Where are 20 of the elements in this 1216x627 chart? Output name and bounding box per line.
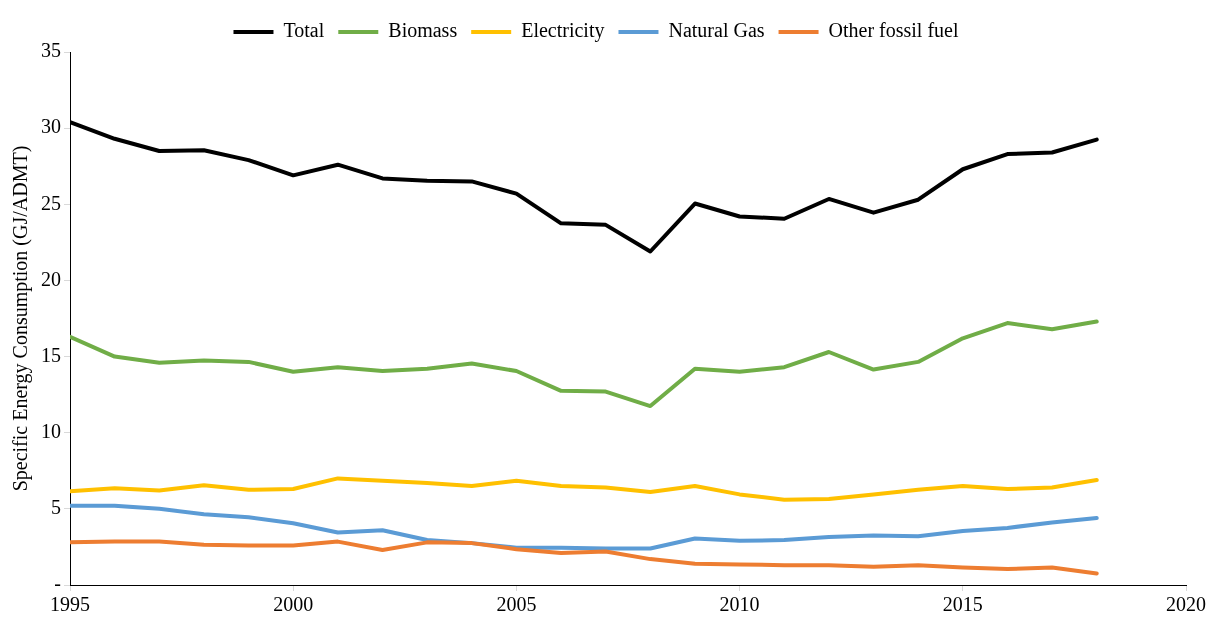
x-tick-label: 1995 [50, 593, 90, 616]
y-tick-label: 10 [41, 419, 61, 442]
x-tick-label: 2015 [942, 593, 983, 616]
legend-label: Biomass [388, 19, 458, 42]
y-tick-label: 35 [41, 39, 61, 62]
y-tick-label: 25 [41, 191, 61, 214]
x-tick-label: 2010 [719, 593, 760, 616]
legend-label: Electricity [521, 19, 605, 43]
y-tick-label: 5 [51, 496, 61, 519]
x-tick-label: 2005 [496, 593, 537, 616]
y-tick-label: - [54, 572, 61, 595]
legend-label: Other fossil fuel [828, 19, 959, 42]
x-tick-label: 2000 [273, 593, 314, 616]
y-tick-label: 20 [41, 267, 61, 290]
y-tick-label: 30 [41, 115, 61, 138]
legend-label: Total [283, 19, 325, 42]
x-tick-label: 2020 [1166, 593, 1206, 616]
y-tick-label: 15 [41, 343, 61, 366]
legend-label: Natural Gas [668, 19, 765, 42]
y-axis-title: Specific Energy Consumption (GJ/ADMT) [9, 145, 33, 492]
